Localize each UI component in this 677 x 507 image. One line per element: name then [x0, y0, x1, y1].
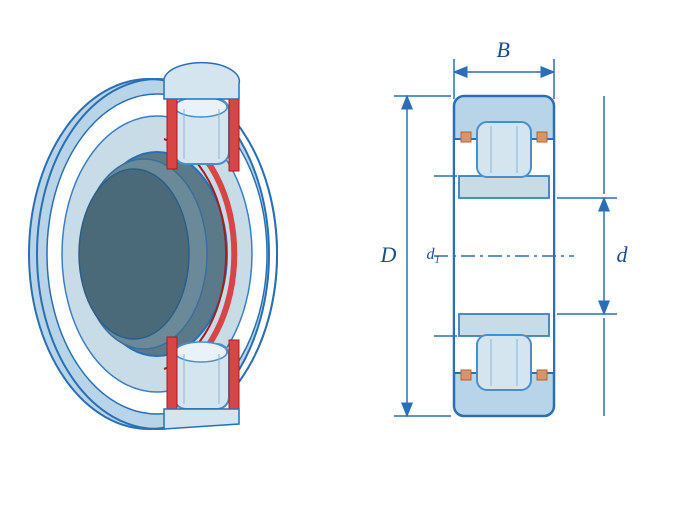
roller-top — [174, 97, 229, 164]
roller-bottom — [174, 342, 229, 409]
dimension-label-d1: d1 — [427, 246, 441, 266]
d1-base: d — [427, 246, 435, 263]
d1-subscript: 1 — [435, 254, 441, 266]
bearing-schematic-view: B D d d1 — [339, 34, 659, 474]
diagram-container: B D d d1 — [0, 0, 677, 507]
dimension-label-B: B — [497, 37, 510, 63]
dimension-label-D: D — [381, 242, 397, 268]
bearing-isometric-view — [19, 44, 299, 464]
dimension-label-d: d — [617, 242, 628, 268]
